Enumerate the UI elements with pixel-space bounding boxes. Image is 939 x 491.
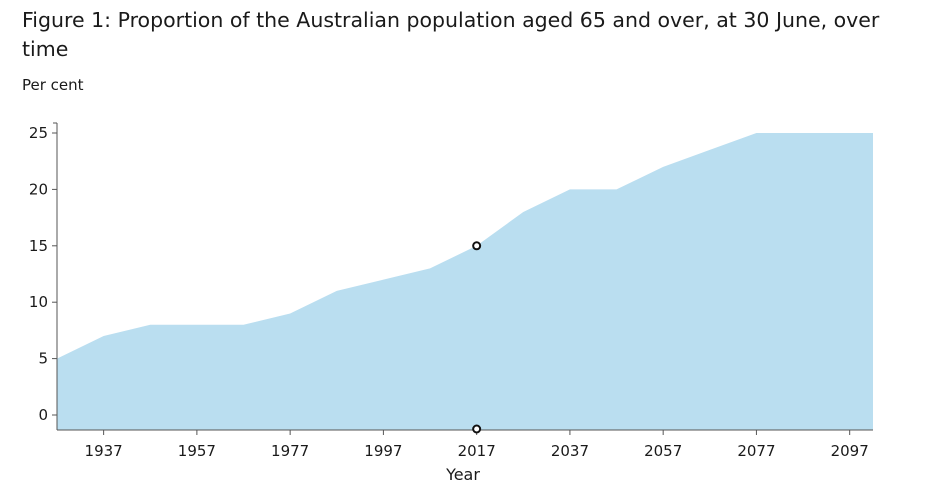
x-tick-label: 1957: [178, 442, 216, 460]
y-tick-label: 20: [29, 180, 48, 198]
highlight-axis-marker: [472, 424, 482, 434]
y-tick-label: 25: [29, 124, 48, 142]
x-tick-label: 1937: [85, 442, 123, 460]
y-tick-label: 5: [38, 350, 48, 368]
x-tick-label: 2057: [644, 442, 682, 460]
area-series: [57, 133, 873, 430]
y-axis-title: Per cent: [22, 76, 84, 94]
y-tick-label: 10: [29, 293, 48, 311]
y-tick-label: 0: [38, 406, 48, 424]
x-tick-label: 1997: [364, 442, 402, 460]
chart-title: Figure 1: Proportion of the Australian p…: [22, 8, 880, 61]
x-tick-label: 2037: [551, 442, 589, 460]
x-tick-label: 2097: [831, 442, 869, 460]
x-axis-title: Year: [445, 465, 480, 484]
x-tick-label: 2077: [737, 442, 775, 460]
x-tick-label: 2017: [458, 442, 496, 460]
highlight-point-marker: [472, 241, 482, 251]
x-tick-label: 1977: [271, 442, 309, 460]
y-tick-label: 15: [29, 237, 48, 255]
